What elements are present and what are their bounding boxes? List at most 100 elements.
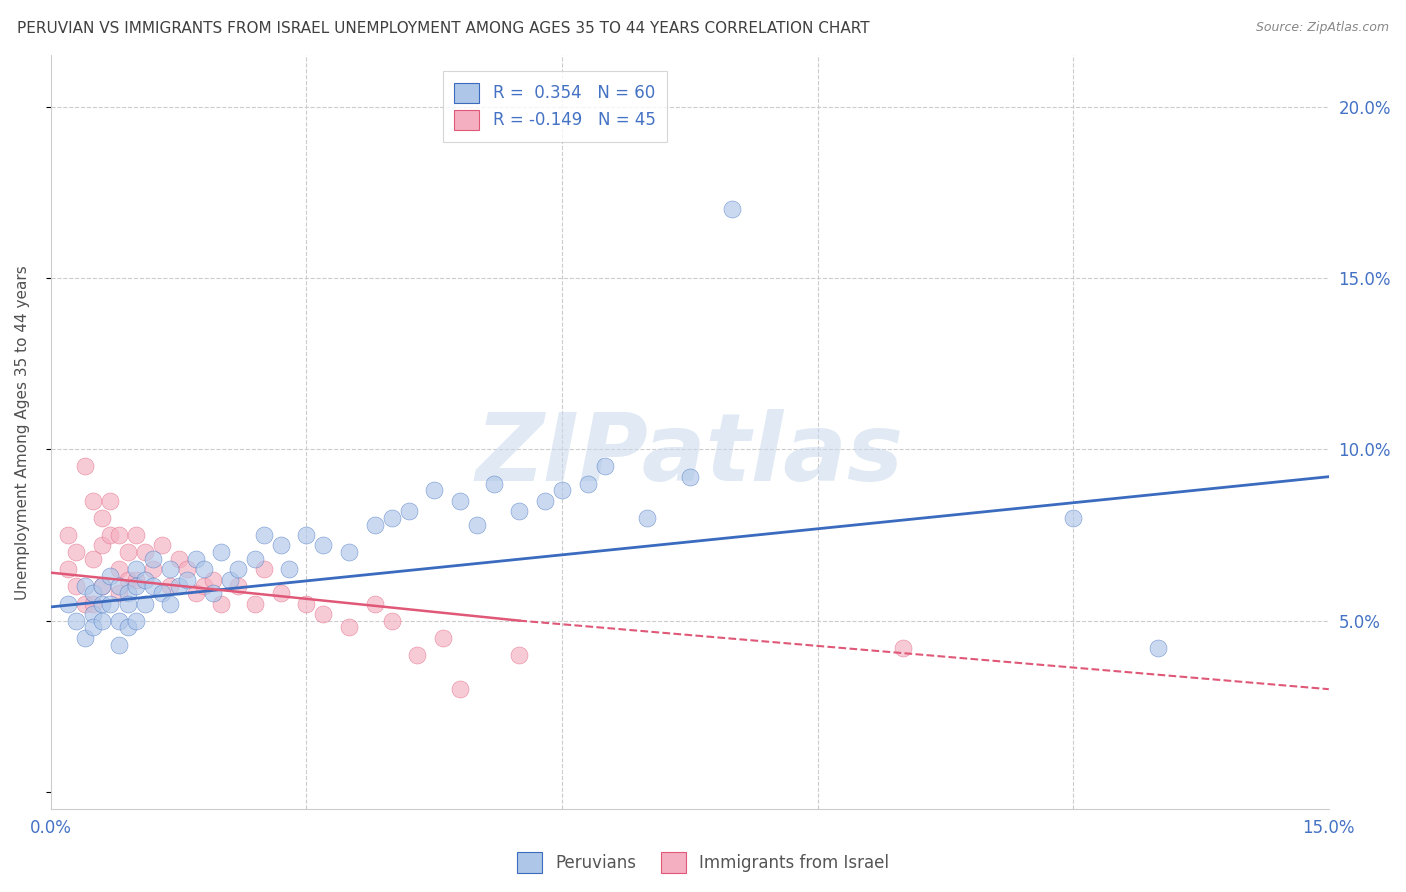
Point: [117, 620, 139, 634]
Point: [65, 579, 87, 593]
Point: [125, 562, 148, 576]
Point: [100, 597, 122, 611]
Point: [142, 562, 165, 576]
Point: [176, 562, 198, 576]
Point: [134, 597, 156, 611]
Point: [108, 614, 131, 628]
Point: [159, 562, 181, 576]
Point: [100, 569, 122, 583]
Point: [508, 504, 530, 518]
Point: [159, 597, 181, 611]
Point: [337, 545, 360, 559]
Point: [406, 648, 429, 662]
Point: [209, 545, 232, 559]
Point: [117, 597, 139, 611]
Point: [278, 562, 301, 576]
Point: [193, 562, 215, 576]
Point: [108, 638, 131, 652]
Point: [245, 552, 267, 566]
Point: [100, 493, 122, 508]
Point: [73, 597, 96, 611]
Point: [381, 511, 404, 525]
Point: [218, 573, 240, 587]
Text: PERUVIAN VS IMMIGRANTS FROM ISRAEL UNEMPLOYMENT AMONG AGES 35 TO 44 YEARS CORREL: PERUVIAN VS IMMIGRANTS FROM ISRAEL UNEMP…: [17, 21, 869, 36]
Point: [534, 493, 557, 508]
Point: [245, 597, 267, 611]
Point: [253, 562, 276, 576]
Point: [117, 573, 139, 587]
Point: [91, 579, 114, 593]
Point: [636, 511, 658, 525]
Point: [253, 528, 276, 542]
Point: [125, 528, 148, 542]
Point: [73, 459, 96, 474]
Point: [295, 597, 318, 611]
Point: [1147, 641, 1170, 656]
Point: [891, 641, 914, 656]
Point: [108, 528, 131, 542]
Point: [270, 538, 292, 552]
Point: [1062, 511, 1084, 525]
Point: [576, 476, 599, 491]
Point: [117, 586, 139, 600]
Point: [159, 579, 181, 593]
Point: [184, 586, 207, 600]
Point: [201, 586, 224, 600]
Point: [167, 579, 190, 593]
Point: [679, 469, 702, 483]
Point: [73, 631, 96, 645]
Legend: Peruvians, Immigrants from Israel: Peruvians, Immigrants from Israel: [510, 846, 896, 880]
Point: [91, 614, 114, 628]
Point: [593, 459, 616, 474]
Point: [184, 552, 207, 566]
Point: [465, 517, 488, 532]
Point: [125, 614, 148, 628]
Point: [449, 682, 471, 697]
Legend: R =  0.354   N = 60, R = -0.149   N = 45: R = 0.354 N = 60, R = -0.149 N = 45: [443, 71, 666, 142]
Point: [108, 586, 131, 600]
Point: [270, 586, 292, 600]
Point: [134, 545, 156, 559]
Point: [226, 579, 249, 593]
Point: [363, 517, 385, 532]
Point: [91, 538, 114, 552]
Point: [363, 597, 385, 611]
Point: [91, 579, 114, 593]
Point: [167, 552, 190, 566]
Point: [201, 573, 224, 587]
Point: [423, 483, 446, 498]
Point: [91, 511, 114, 525]
Point: [150, 586, 173, 600]
Point: [508, 648, 530, 662]
Point: [312, 607, 335, 621]
Point: [108, 562, 131, 576]
Point: [134, 573, 156, 587]
Point: [381, 614, 404, 628]
Point: [82, 493, 104, 508]
Point: [125, 579, 148, 593]
Point: [551, 483, 574, 498]
Point: [312, 538, 335, 552]
Point: [82, 586, 104, 600]
Point: [91, 597, 114, 611]
Point: [295, 528, 318, 542]
Point: [73, 579, 96, 593]
Y-axis label: Unemployment Among Ages 35 to 44 years: Unemployment Among Ages 35 to 44 years: [15, 265, 30, 599]
Point: [65, 614, 87, 628]
Point: [209, 597, 232, 611]
Point: [82, 597, 104, 611]
Point: [56, 597, 79, 611]
Point: [176, 573, 198, 587]
Point: [142, 579, 165, 593]
Point: [398, 504, 420, 518]
Point: [142, 552, 165, 566]
Text: Source: ZipAtlas.com: Source: ZipAtlas.com: [1256, 21, 1389, 34]
Point: [56, 528, 79, 542]
Point: [449, 493, 471, 508]
Point: [108, 579, 131, 593]
Point: [721, 202, 744, 217]
Point: [100, 528, 122, 542]
Point: [117, 545, 139, 559]
Point: [82, 552, 104, 566]
Point: [432, 631, 454, 645]
